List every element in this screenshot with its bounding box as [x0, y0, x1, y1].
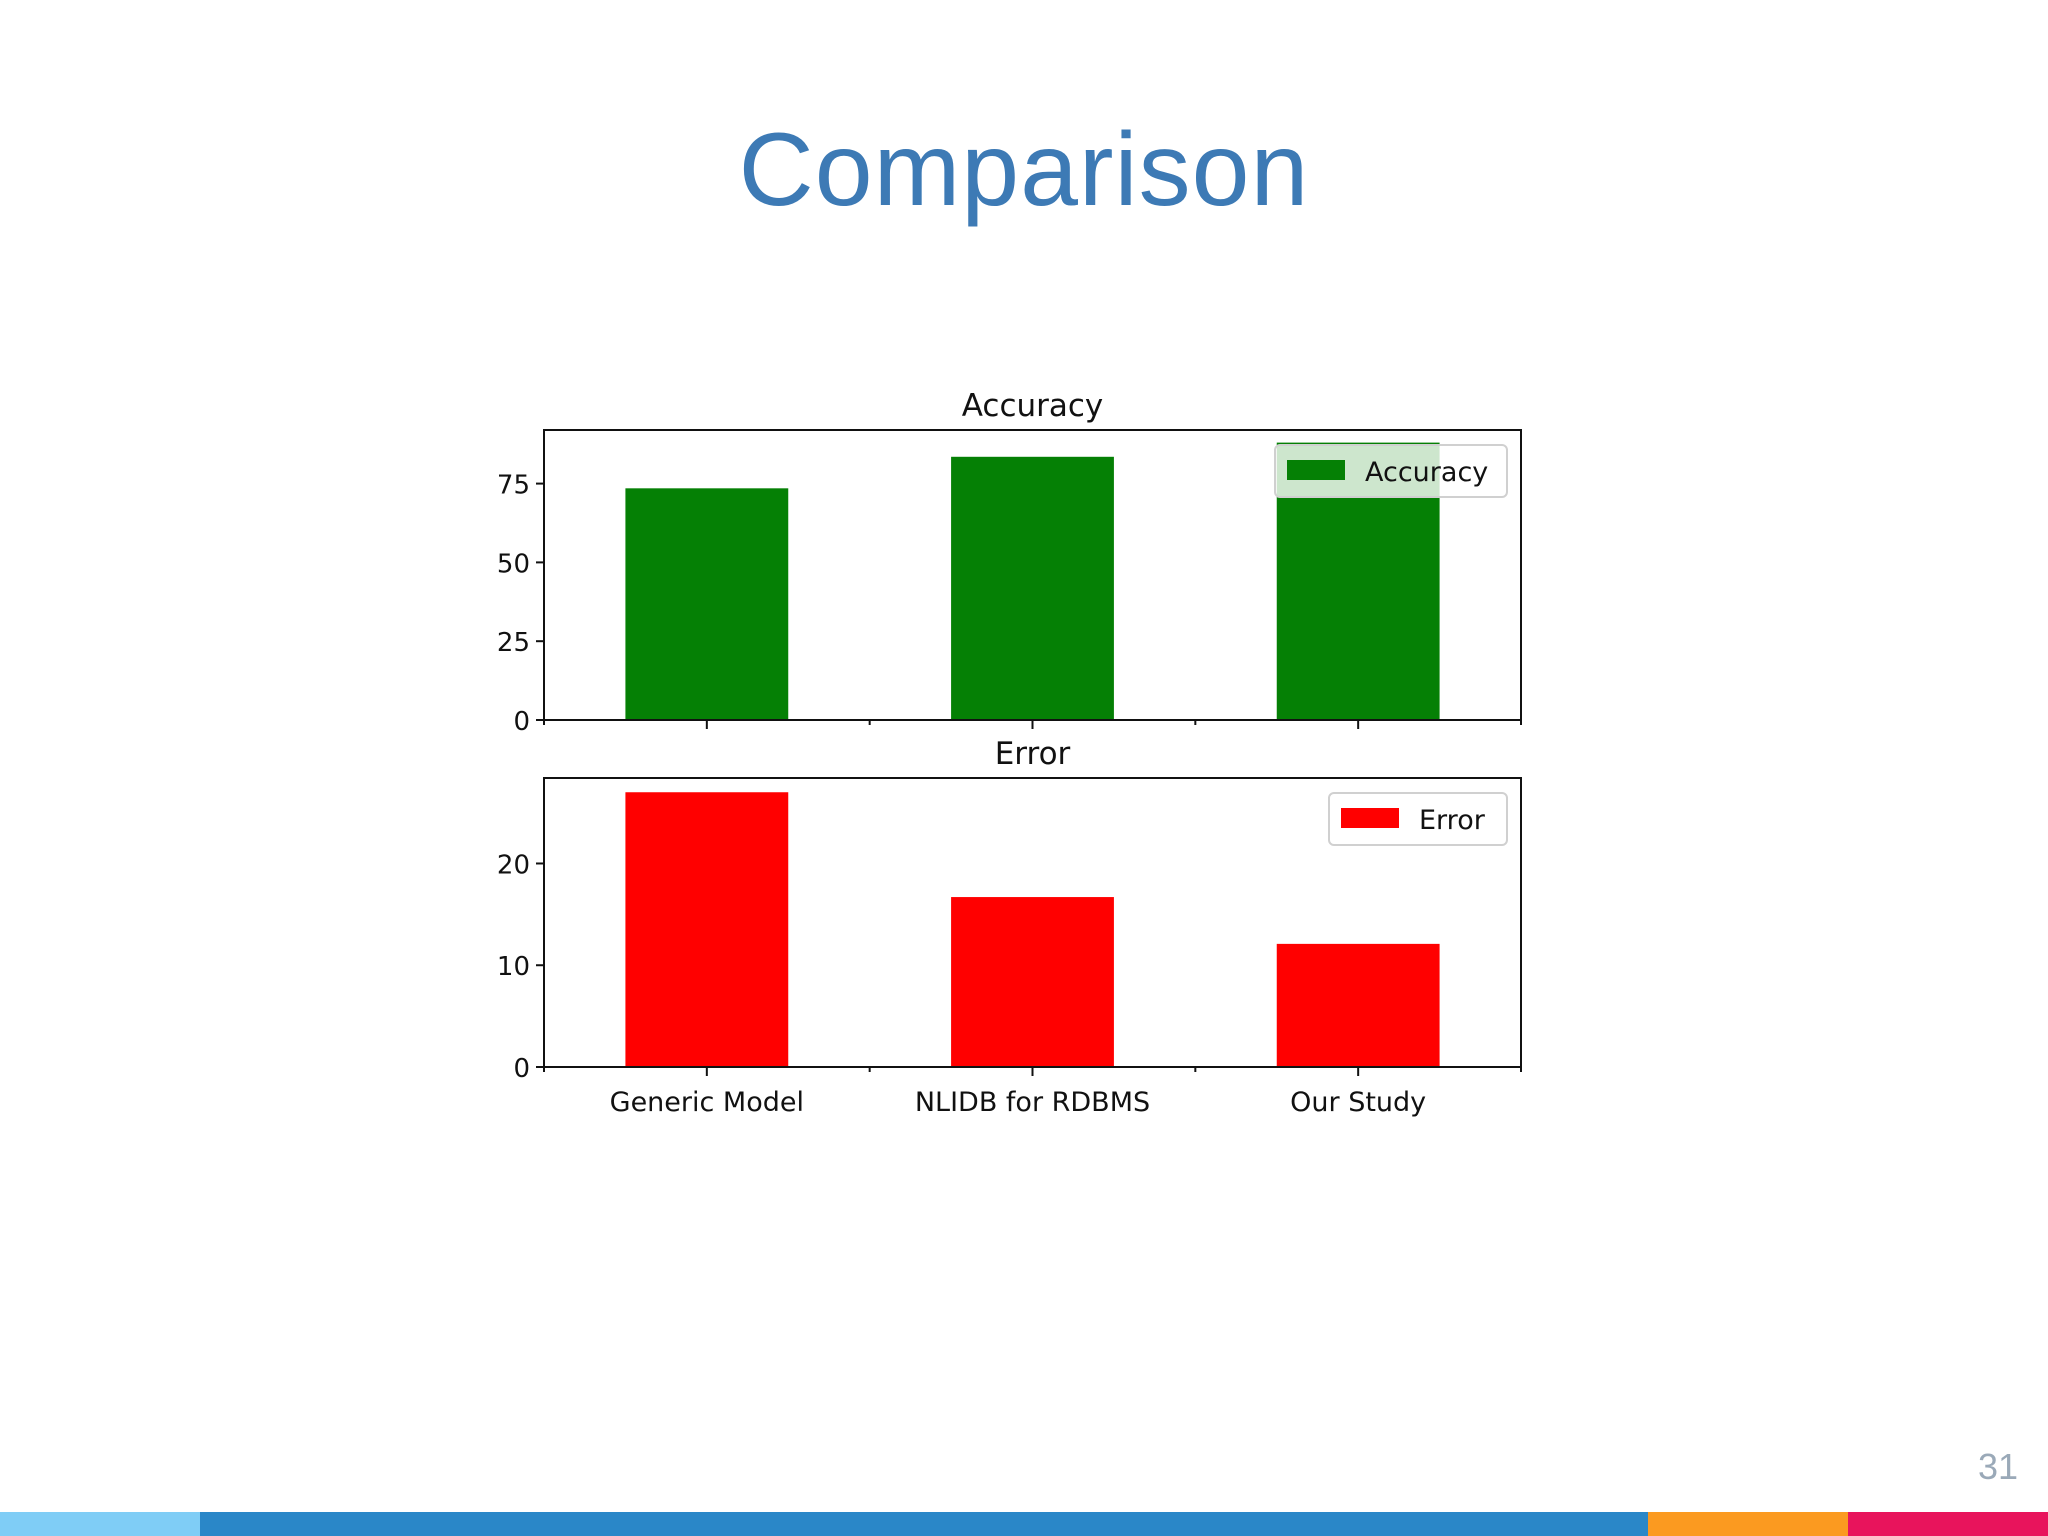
legend-label: Error: [1419, 805, 1486, 836]
subplot-error: Error 0 10 20 Generic Model NLIDB for RDBMS Ou…: [497, 736, 1522, 1118]
bar-segment-blue: [200, 1512, 1648, 1536]
subplot-title: Error: [995, 736, 1071, 772]
y-tick-label: 0: [513, 707, 530, 737]
bar: [951, 897, 1114, 1067]
x-tick-label: Our Study: [1290, 1087, 1426, 1118]
x-tick-label: Generic Model: [610, 1087, 804, 1118]
y-tick-label: 75: [497, 471, 530, 501]
page-number: 31: [1977, 1446, 2018, 1487]
bar: [951, 456, 1114, 720]
y-tick-label: 0: [513, 1054, 530, 1084]
bar: [1276, 943, 1440, 1067]
legend-swatch: [1341, 808, 1399, 828]
legend-box: [1328, 792, 1508, 846]
y-tick-label: 25: [497, 628, 530, 658]
y-tick-label: 20: [497, 850, 530, 880]
legend-box: [1274, 444, 1508, 498]
bar: [625, 792, 789, 1067]
bottom-color-bar: [0, 1512, 2048, 1536]
bar-segment-pink: [1848, 1512, 2048, 1536]
slide-title: Comparison: [738, 112, 1310, 228]
y-tick-label: 50: [497, 549, 530, 579]
subplot-title: Accuracy: [962, 388, 1104, 424]
y-tick-label: 10: [497, 952, 530, 982]
bar-segment-orange: [1648, 1512, 1848, 1536]
legend-label: Accuracy: [1365, 457, 1488, 488]
x-tick-label: NLIDB for RDBMS: [915, 1087, 1150, 1118]
bar: [625, 488, 789, 720]
legend-swatch: [1287, 460, 1345, 480]
subplot-accuracy: Accuracy 0 25 50 75 Accuracy: [497, 388, 1522, 737]
bar-segment-light-blue: [0, 1512, 200, 1536]
